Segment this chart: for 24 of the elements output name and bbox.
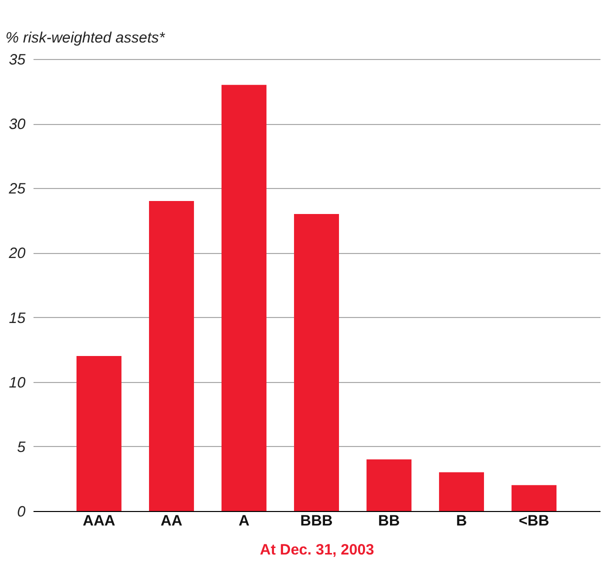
y-tick-label: 15 (8, 310, 26, 327)
x-axis-title: At Dec. 31, 2003 (260, 542, 374, 558)
y-axis-title: % risk-weighted assets* (6, 30, 166, 46)
x-tick-label: <BB (518, 512, 550, 530)
y-tick-label: 0 (17, 504, 26, 520)
bar (76, 356, 122, 511)
y-tick-label: 35 (8, 52, 26, 68)
bar (149, 201, 194, 511)
x-tick-label: B (456, 512, 468, 530)
y-tick-label: 10 (8, 374, 26, 392)
x-tick-label: BBB (300, 512, 333, 530)
bar (512, 485, 556, 511)
bar (222, 84, 266, 511)
y-tick-label: 30 (8, 116, 26, 134)
bar (294, 214, 339, 511)
bar (366, 459, 412, 511)
x-tick-label: BB (378, 512, 400, 530)
y-tick-label: 5 (17, 438, 26, 456)
x-tick-label: A (238, 512, 250, 530)
x-tick-label: AA (160, 512, 182, 530)
x-tick-label: AAA (82, 512, 116, 530)
bar (439, 472, 484, 511)
y-tick-label: 20 (8, 245, 26, 262)
y-tick-label: 25 (8, 180, 26, 198)
